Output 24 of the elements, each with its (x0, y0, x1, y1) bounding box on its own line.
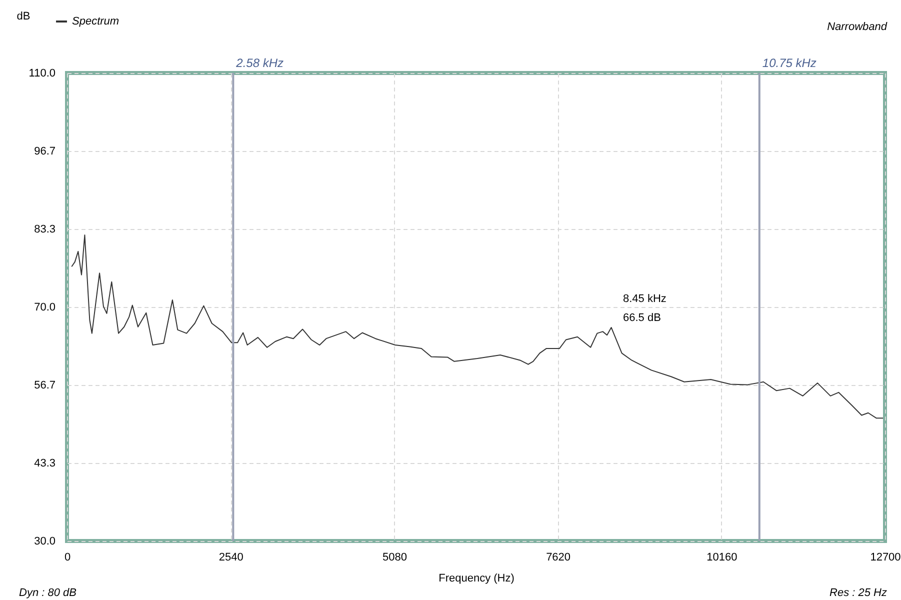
x-tick-label: 7620 (546, 552, 571, 564)
y-tick-label: 43.3 (34, 458, 56, 470)
text: Dyn : 80 dB (19, 587, 76, 599)
x-axis-title: Frequency (Hz) (438, 572, 514, 584)
x-tick-label: 2540 (218, 552, 244, 564)
y-tick-label: 30.0 (34, 536, 56, 548)
y-tick-label: 56.7 (34, 379, 56, 392)
annotation: 66.5 dB (623, 312, 661, 324)
legend-label: Spectrum (72, 16, 120, 28)
y-tick-label: 110.0 (28, 68, 56, 80)
line-series (71, 234, 884, 419)
text: Narrowband (827, 21, 888, 33)
y-tick-label: 83.3 (34, 224, 56, 236)
x-tick-label: 12700 (870, 552, 901, 564)
x-tick-label: 5080 (382, 552, 407, 564)
y-tick-label: 96.7 (34, 145, 56, 158)
y-tick-label: 70.0 (34, 302, 56, 314)
text: Res : 25 Hz (830, 587, 888, 599)
x-tick-label: 10160 (706, 552, 738, 564)
x-tick-label: 0 (64, 552, 71, 564)
annotation: 8.45 kHz (623, 293, 666, 305)
y-axis-title: dB (16, 10, 30, 22)
ref-line-label: 2.58 kHz (235, 56, 284, 70)
ref-line-label: 10.75 kHz (762, 56, 816, 70)
